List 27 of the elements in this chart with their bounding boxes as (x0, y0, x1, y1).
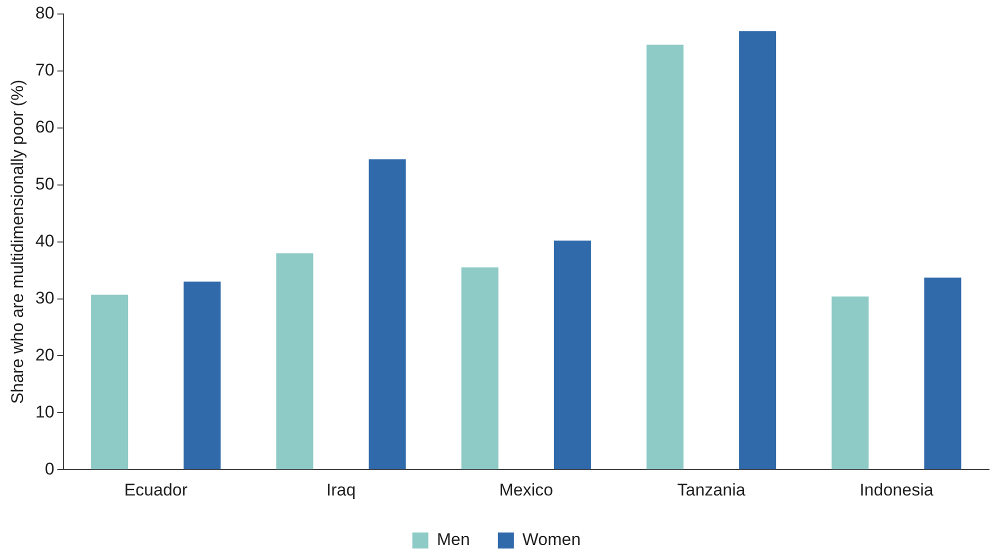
y-tick-label: 30 (35, 288, 54, 308)
y-tick-label: 50 (35, 174, 54, 194)
y-tick-label: 70 (35, 60, 54, 80)
x-tick-label: Tanzania (677, 480, 746, 500)
x-tick-label: Indonesia (860, 480, 934, 500)
bar (461, 267, 498, 470)
bar (739, 31, 776, 470)
x-tick-label: Mexico (499, 480, 554, 500)
y-axis-title: Share who are multidimensionally poor (%) (8, 80, 27, 404)
bar (368, 159, 406, 470)
y-tick-label: 20 (35, 345, 54, 364)
bar (276, 253, 314, 470)
x-tick-label: Iraq (326, 480, 356, 500)
bar (91, 294, 128, 470)
y-tick-label: 60 (35, 118, 54, 137)
y-tick-label: 40 (35, 231, 54, 250)
bar (646, 44, 684, 470)
bar (184, 282, 221, 470)
legend-label: Men (436, 530, 470, 550)
bar (554, 240, 591, 470)
bar (832, 296, 869, 470)
y-tick-label: 80 (35, 4, 54, 23)
bar (924, 278, 962, 470)
x-tick-label: Ecuador (124, 480, 188, 500)
legend-label: Women (522, 530, 581, 550)
y-tick-label: 0 (44, 459, 54, 478)
y-tick-label: 10 (35, 402, 54, 422)
